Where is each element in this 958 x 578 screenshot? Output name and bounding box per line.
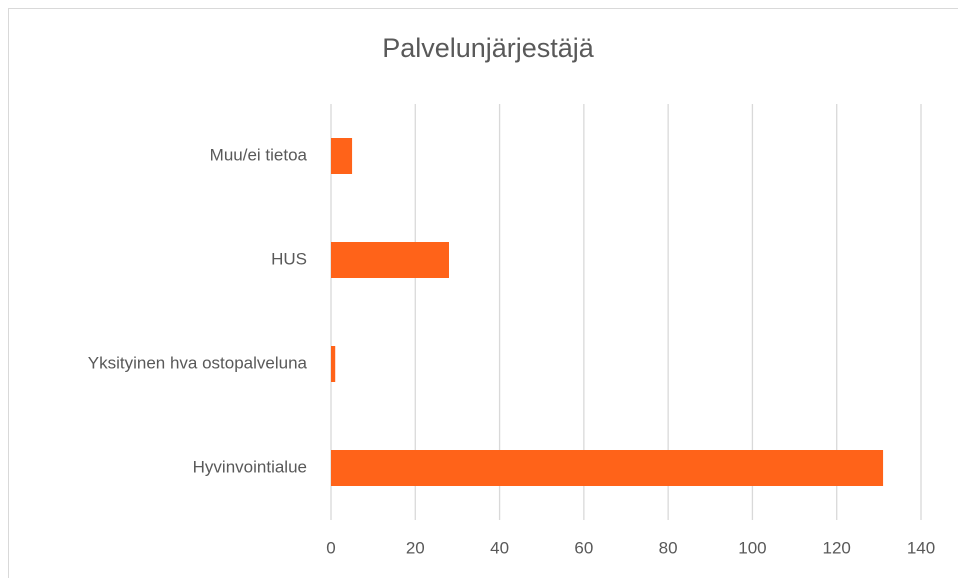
y-tick-label: Yksityinen hva ostopalveluna [88,353,308,372]
chart-frame [8,8,958,578]
bar [331,242,449,278]
bar [331,346,336,382]
x-tick-label: 20 [406,538,425,557]
x-tick-label: 120 [823,538,851,557]
x-tick-label: 60 [574,538,593,557]
x-tick-label: 40 [490,538,509,557]
y-tick-label: Hyvinvointialue [193,457,307,476]
y-tick-label: HUS [271,249,307,268]
y-tick-label: Muu/ei tietoa [210,145,308,164]
bar [331,450,884,486]
bar [331,138,353,174]
x-tick-label: 140 [907,538,935,557]
x-tick-label: 80 [659,538,678,557]
x-tick-label: 100 [738,538,766,557]
chart-title: Palvelunjärjestäjä [382,33,595,63]
x-tick-label: 0 [326,538,335,557]
